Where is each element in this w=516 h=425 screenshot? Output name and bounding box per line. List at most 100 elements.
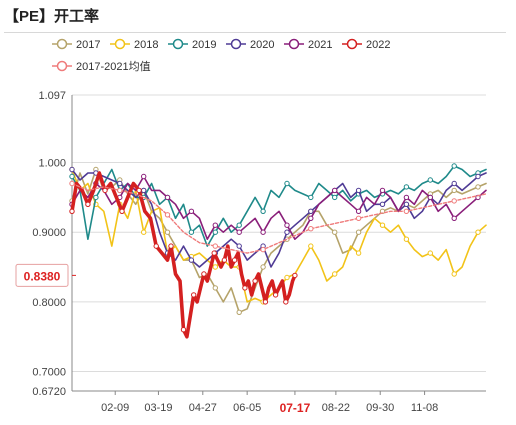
title-divider [4,32,506,33]
data-point [332,271,338,277]
data-point [191,292,197,298]
legend-swatch-marker [288,38,300,50]
x-tick-label: 02-09 [101,402,129,414]
legend-item-2021[interactable]: 2021 [284,38,332,51]
legend-swatch-marker [56,38,68,50]
legend-label: 2017-2021均值 [76,60,151,73]
data-point [308,194,314,201]
legend-label: 2018 [134,39,158,51]
data-point [212,229,219,235]
y-tick-label: 0.9000 [32,227,66,239]
data-point [168,243,174,249]
legend-label: 2022 [366,39,390,51]
legend-item-2017[interactable]: 2017 [52,38,100,51]
data-point [262,299,269,305]
data-point [284,274,290,281]
data-point [427,250,433,256]
data-point [69,208,75,215]
series-line-2022 [70,171,297,339]
data-point [242,285,248,291]
data-point [69,173,75,180]
data-point [236,222,242,228]
data-point [164,229,171,235]
x-tick-label: 08-22 [322,402,350,414]
x-tick-label: 04-27 [189,402,217,414]
data-point [355,208,362,215]
legend-swatch-marker [172,38,184,50]
data-point [332,187,338,194]
data-point [451,215,457,222]
data-point [119,208,125,215]
legend-swatch-marker [56,60,68,72]
y-tick-label: 1.000 [38,158,66,170]
x-tick-label: 11-08 [411,402,438,414]
highlight-y-box [15,263,69,287]
x-tick-label: 03-19 [144,402,172,414]
highlight-x-label: 07-17 [280,401,311,415]
series-2022 [69,171,298,339]
data-point [292,272,298,279]
legend-item-2020[interactable]: 2020 [226,38,274,51]
data-point [188,208,195,215]
data-point [403,194,410,201]
page-title: 【PE】开工率 [4,8,100,25]
data-point [379,201,386,208]
data-point [308,243,314,249]
series-line-2017-2021- [71,182,487,254]
highlight-y-label: 0.8380 [24,269,61,283]
legend-label: 2021 [308,39,332,51]
x-tick-label: 09-30 [366,402,394,414]
series-line-2019 [71,165,487,247]
legend-swatch-marker [114,38,126,50]
data-point [117,180,123,187]
data-point [260,229,266,235]
data-point [272,292,279,298]
legend-item-2017-2021-[interactable]: 2017-2021均值 [52,60,151,73]
data-point [180,327,187,333]
data-point [236,229,242,235]
data-point [403,184,410,190]
data-point [451,187,457,194]
data-point [475,184,481,190]
data-point [260,264,266,270]
data-point [141,173,147,180]
data-point [427,194,433,201]
data-point [308,208,314,215]
data-point [212,243,219,249]
data-point [403,208,410,215]
legend-label: 2019 [192,39,216,51]
data-point [284,180,290,187]
data-point [117,187,123,194]
data-point [153,243,159,249]
data-point [260,246,266,253]
data-point [427,177,433,183]
data-point [308,226,314,232]
legend-item-2022[interactable]: 2022 [342,38,390,51]
data-point [93,194,99,201]
data-point [102,187,108,194]
data-point [252,278,258,284]
data-point [236,243,242,249]
data-point [212,222,219,228]
y-tick-label: 0.8000 [32,297,66,309]
data-point [308,215,314,222]
series-layer [69,163,487,339]
data-point [475,229,481,235]
data-point [69,166,75,173]
legend-item-2019[interactable]: 2019 [168,38,216,51]
data-point [403,236,410,242]
data-point [355,229,362,235]
y-tick-label: 0.7000 [32,366,66,378]
data-point [332,229,338,235]
data-point [141,187,147,194]
data-point [231,257,238,263]
data-point [201,271,207,277]
data-point [283,299,289,305]
data-point [69,180,75,187]
series-2021 [69,173,487,240]
data-point [475,173,481,180]
legend-swatch-marker [230,38,242,50]
legend-item-2018[interactable]: 2018 [110,38,158,51]
data-point [451,180,457,187]
